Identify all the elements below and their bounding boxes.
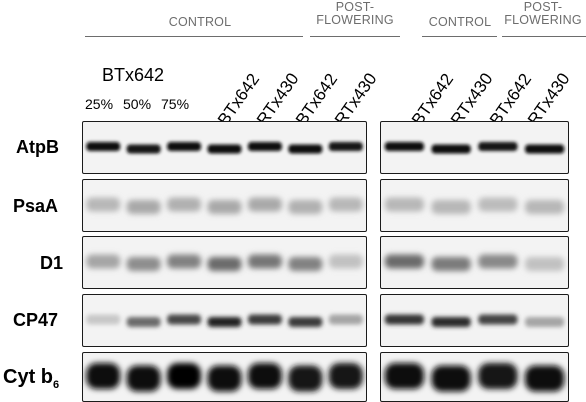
blot-right-atpb-image [384,142,565,154]
blot-left-cp47-image [86,314,363,327]
band-left-0-4 [247,142,282,151]
band-left-4-4 [247,363,282,389]
band-right-0-2 [478,142,518,151]
band-left-2-3 [207,257,242,271]
row-label-cytb6-main: Cyt b [3,366,53,388]
blot-left-d1-image [86,254,363,271]
blot-right-psaa-image [384,197,565,214]
band-right-4-2 [478,363,518,389]
band-left-2-1 [126,257,161,271]
header-control-right: CONTROL [428,15,492,29]
percent-label-25: 25% [85,96,114,112]
blot-right-psaa [380,179,569,232]
blot-right-cytb6 [380,352,569,402]
band-right-0-3 [524,144,565,154]
band-left-2-6 [328,254,363,269]
blot-left-psaa [82,179,367,232]
blot-right-atpb [380,121,569,174]
band-right-4-3 [524,365,565,392]
band-right-3-3 [524,317,565,327]
row-label-cp47: CP47 [13,310,59,330]
band-left-0-1 [126,144,161,154]
band-right-0-0 [384,142,425,151]
blot-left-cytb6 [82,352,367,402]
blot-right-cp47-image [384,314,565,327]
band-left-4-2 [167,363,202,389]
band-right-3-2 [478,314,518,325]
header-rule-post-right [502,36,586,37]
band-left-4-3 [207,365,242,392]
band-left-4-5 [288,365,323,392]
row-label-cytb6: Cyt b6 [3,366,59,391]
band-left-2-2 [167,254,202,269]
header-rule-control-left [85,36,303,37]
band-left-0-5 [288,144,323,154]
percent-label-50: 50% [123,96,152,112]
band-right-1-3 [524,200,565,214]
band-left-1-3 [207,200,242,214]
header-postflowering-left: POST- FLOWERING [310,1,400,27]
band-left-3-4 [247,314,282,325]
band-left-1-5 [288,200,323,214]
band-right-2-1 [431,257,471,271]
row-label-cytb6-sub: 6 [53,379,60,391]
band-left-0-3 [207,144,242,154]
band-right-1-1 [431,200,471,214]
blot-left-cytb6-image [86,363,363,392]
band-left-4-1 [126,365,161,392]
band-left-4-0 [86,363,121,389]
band-right-4-1 [431,365,471,392]
row-label-atpb: AtpB [16,137,59,157]
blot-right-d1 [380,236,569,289]
band-left-3-3 [207,317,242,327]
band-left-1-6 [328,197,363,212]
blot-right-cp47 [380,294,569,347]
blot-left-atpb-image [86,142,363,154]
band-right-2-3 [524,257,565,271]
band-right-4-0 [384,363,425,389]
blot-left-d1 [82,236,367,289]
header-control-left: CONTROL [168,15,232,29]
band-left-1-4 [247,197,282,212]
header-rule-post-left [310,36,400,37]
blot-right-cytb6-image [384,363,565,392]
band-left-0-6 [328,142,363,151]
band-left-2-0 [86,254,121,269]
cultivar-label: BTx642 [102,65,165,85]
blot-left-atpb [82,121,367,174]
band-left-0-0 [86,142,121,151]
row-label-d1: D1 [40,253,64,273]
band-right-3-0 [384,314,425,325]
band-left-3-2 [167,314,202,325]
band-left-3-5 [288,317,323,327]
band-left-0-2 [167,142,202,151]
band-right-0-1 [431,144,471,154]
band-right-3-1 [431,317,471,327]
header-post-line1: POST- [335,0,375,14]
band-left-1-1 [126,200,161,214]
band-left-1-0 [86,197,121,212]
band-left-1-2 [167,197,202,212]
blot-right-d1-image [384,254,565,271]
band-left-3-1 [126,317,161,327]
header-post-line1: POST- [523,0,563,14]
header-rule-control-right [422,36,497,37]
band-left-3-6 [328,314,363,325]
band-right-2-0 [384,254,425,269]
header-post-line2: FLOWERING [504,13,582,27]
header-postflowering-right: POST- FLOWERING [500,1,586,27]
band-right-1-0 [384,197,425,212]
band-right-2-2 [478,254,518,269]
band-left-2-4 [247,254,282,269]
band-left-4-6 [328,363,363,389]
blot-left-cp47 [82,294,367,347]
row-label-psaa: PsaA [13,196,59,216]
band-left-2-5 [288,257,323,271]
percent-label-75: 75% [161,96,190,112]
blot-left-psaa-image [86,197,363,214]
band-right-1-2 [478,197,518,212]
header-post-line2: FLOWERING [316,13,394,27]
band-left-3-0 [86,314,121,325]
